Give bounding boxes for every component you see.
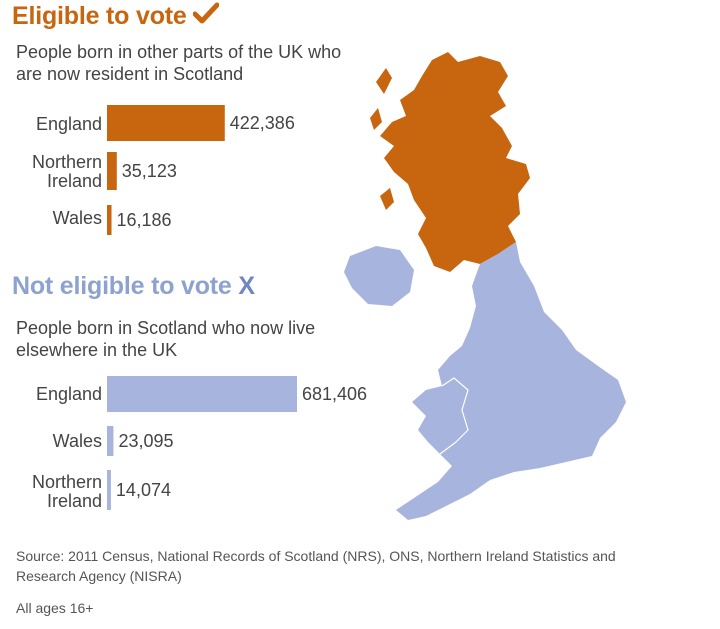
value-label-wales-1: 16,186	[117, 210, 172, 230]
tick-label-northern-2: Northern	[31, 472, 102, 492]
bar-england-1	[107, 105, 225, 141]
bar-northern-ireland-2	[107, 470, 111, 510]
eligible-subtitle: People born in other parts of the UK who…	[16, 42, 342, 84]
bar-wales-1	[107, 205, 112, 235]
source-note: Source: 2011 Census, National Records of…	[16, 548, 616, 584]
bar-wales-2	[107, 426, 114, 456]
bar-northern-ireland-1	[107, 152, 117, 190]
value-label-wales-2: 23,095	[118, 431, 173, 451]
tick-label-england-2: England	[35, 384, 102, 404]
not-eligible-subtitle: People born in Scotland who now live els…	[16, 318, 316, 360]
tick-label-northern-ireland-1: Northern Ireland	[12, 153, 102, 191]
eligible-heading: Eligible to vote	[12, 2, 220, 31]
tick-label-northern-ireland-2: Northern Ireland	[12, 473, 102, 511]
tick-label-wales-2: Wales	[52, 431, 102, 451]
scotland-region	[370, 52, 530, 272]
tick-label-northern-1: Northern	[31, 152, 102, 172]
value-label-england-1: 422,386	[230, 113, 295, 133]
value-label-northern-ireland-1: 35,123	[122, 161, 177, 181]
value-label-northern-ireland-2: 14,074	[116, 480, 171, 500]
eligible-title: Eligible to vote	[12, 2, 187, 30]
x-mark: X	[238, 272, 255, 300]
tick-label-ireland-2: Ireland	[46, 491, 102, 511]
uk-map	[344, 52, 626, 520]
tick-label-ireland-1: Ireland	[46, 171, 102, 191]
value-label-england-2: 681,406	[302, 384, 367, 404]
tick-label-england-1: England	[35, 114, 102, 134]
tick-label-wales-1: Wales	[52, 208, 102, 228]
bar-england-2	[107, 376, 297, 412]
checkmark-icon	[192, 2, 220, 31]
rest-of-uk-region	[344, 242, 626, 520]
not-eligible-heading: Not eligible to vote X	[12, 272, 255, 301]
not-eligible-title: Not eligible to vote	[12, 272, 232, 300]
age-note: All ages 16+	[16, 600, 94, 616]
